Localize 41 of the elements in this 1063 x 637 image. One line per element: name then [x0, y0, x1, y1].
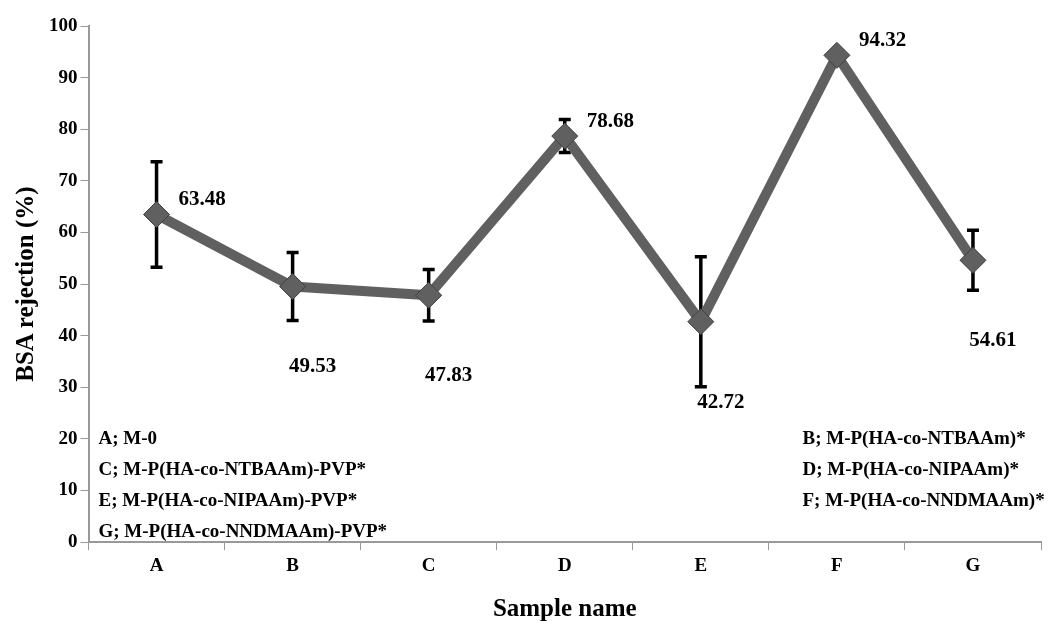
y-tick-label: 70 — [58, 168, 78, 190]
data-label: 42.72 — [697, 388, 745, 413]
annotation: A; M-0 — [98, 427, 158, 448]
data-label: 94.32 — [858, 27, 907, 52]
point — [687, 308, 715, 336]
x-tick-label: E — [694, 553, 708, 575]
y-axis-title: BSA rejection (%) — [11, 186, 40, 382]
y-tick-label: 0 — [68, 530, 78, 552]
y-tick-label: 30 — [58, 375, 78, 397]
y-tick-label: 20 — [58, 426, 78, 448]
data-label: 49.53 — [288, 353, 337, 378]
data-label: 63.48 — [178, 186, 226, 211]
y-tick-label: 90 — [58, 65, 78, 87]
data-label: 47.83 — [425, 362, 473, 387]
point — [551, 122, 579, 150]
annotation: E; M-P(HA-co-NIPAAm)-PVP* — [98, 489, 358, 511]
x-tick-label: B — [286, 553, 300, 575]
annotation: B; M-P(HA-co-NTBAAm)* — [802, 427, 1026, 449]
x-tick-label: A — [149, 553, 164, 575]
x-tick-label: F — [831, 553, 843, 575]
y-tick-label: 50 — [58, 272, 78, 294]
y-tick-label: 80 — [58, 117, 78, 139]
annotation: G; M-P(HA-co-NNDMAAm)-PVP* — [98, 520, 388, 542]
point — [959, 246, 987, 274]
x-axis-title: Sample name — [492, 594, 637, 622]
annotation: F; M-P(HA-co-NNDMAAm)* — [802, 489, 1045, 511]
x-tick-label: G — [965, 553, 981, 575]
x-tick-label: D — [557, 553, 572, 575]
point — [823, 41, 851, 69]
annotation: D; M-P(HA-co-NIPAAm)* — [802, 458, 1019, 480]
point — [143, 201, 171, 229]
annotation: C; M-P(HA-co-NTBAAm)-PVP* — [98, 458, 367, 480]
x-tick-label: C — [421, 553, 436, 575]
point — [415, 281, 443, 309]
y-tick-label: 100 — [49, 13, 78, 35]
y-tick-label: 60 — [58, 220, 78, 242]
y-tick-label: 40 — [58, 323, 78, 345]
data-label: 78.68 — [586, 107, 634, 132]
y-tick-label: 10 — [58, 478, 78, 500]
point — [279, 273, 307, 301]
data-label: 54.61 — [969, 327, 1017, 352]
